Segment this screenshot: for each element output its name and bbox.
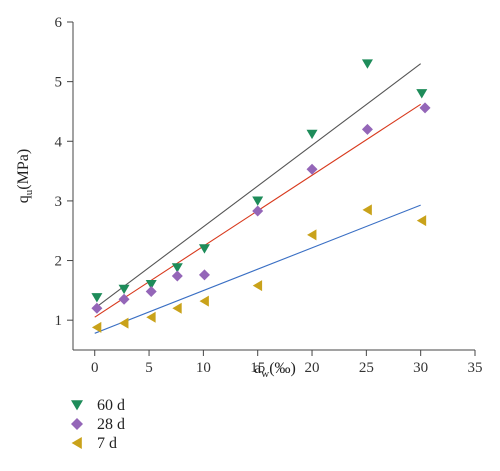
y-tick-label: 1 xyxy=(55,313,63,329)
data-point-7d xyxy=(252,280,263,292)
x-tick-label: 25 xyxy=(359,360,374,376)
legend-label-7d: 7 d xyxy=(97,435,117,452)
axes: 0 5 10 15 20 25 30 35 1 2 3 4 5 6 xyxy=(55,15,483,376)
x-tick-label: 35 xyxy=(468,360,483,376)
data-point-7d xyxy=(91,321,102,333)
x-tick-label: 20 xyxy=(305,360,320,376)
data-point-60d xyxy=(252,196,264,206)
y-tick-label: 6 xyxy=(55,15,63,31)
data-point-60d xyxy=(171,263,183,273)
data-point-28d xyxy=(171,270,183,282)
data-point-60d xyxy=(416,89,428,99)
x-tick-label: 30 xyxy=(413,360,428,376)
data-point-28d xyxy=(361,123,373,135)
x-tick-label: 15 xyxy=(250,360,265,376)
data-point-60d xyxy=(306,129,318,140)
data-point-28d xyxy=(252,205,264,217)
data-point-60d xyxy=(198,244,210,254)
data-point-7d xyxy=(416,215,427,227)
legend-marker-28d xyxy=(71,418,83,430)
data-point-28d xyxy=(145,286,157,298)
data-point-7d xyxy=(362,204,372,216)
legend: 60 d 28 d 7 d xyxy=(71,397,125,452)
data-point-60d xyxy=(91,293,103,303)
data-point-28d xyxy=(198,269,210,281)
legend-marker-7d xyxy=(71,437,82,449)
data-point-28d xyxy=(306,163,318,175)
x-tick-label: 5 xyxy=(145,360,153,376)
y-tick-label: 3 xyxy=(55,194,63,210)
data-point-28d xyxy=(118,293,130,305)
legend-label-28d: 28 d xyxy=(97,416,125,433)
data-point-7d xyxy=(119,317,129,329)
y-tick-label: 4 xyxy=(55,134,63,150)
fit-line-7d xyxy=(94,204,421,334)
data-point-7d xyxy=(199,295,209,307)
data-point-28d xyxy=(91,302,103,314)
fit-line-60d xyxy=(94,63,422,309)
data-point-7d xyxy=(172,302,182,314)
data-point-7d xyxy=(146,311,156,323)
data-point-7d xyxy=(307,229,317,241)
legend-label-60d: 60 d xyxy=(97,397,125,414)
data-point-28d xyxy=(419,102,431,114)
y-axis-title: qu(MPa) xyxy=(15,149,35,203)
x-tick-label: 10 xyxy=(196,360,211,376)
data-point-60d xyxy=(145,280,157,290)
x-tick-label: 0 xyxy=(91,360,99,376)
x-axis-title: aw(‰) xyxy=(254,360,296,380)
y-tick-label: 2 xyxy=(55,254,63,270)
data-points xyxy=(91,59,431,333)
data-point-60d xyxy=(361,59,373,69)
y-tick-label: 5 xyxy=(55,75,63,91)
legend-marker-60d xyxy=(71,400,83,411)
data-point-60d xyxy=(118,284,130,295)
